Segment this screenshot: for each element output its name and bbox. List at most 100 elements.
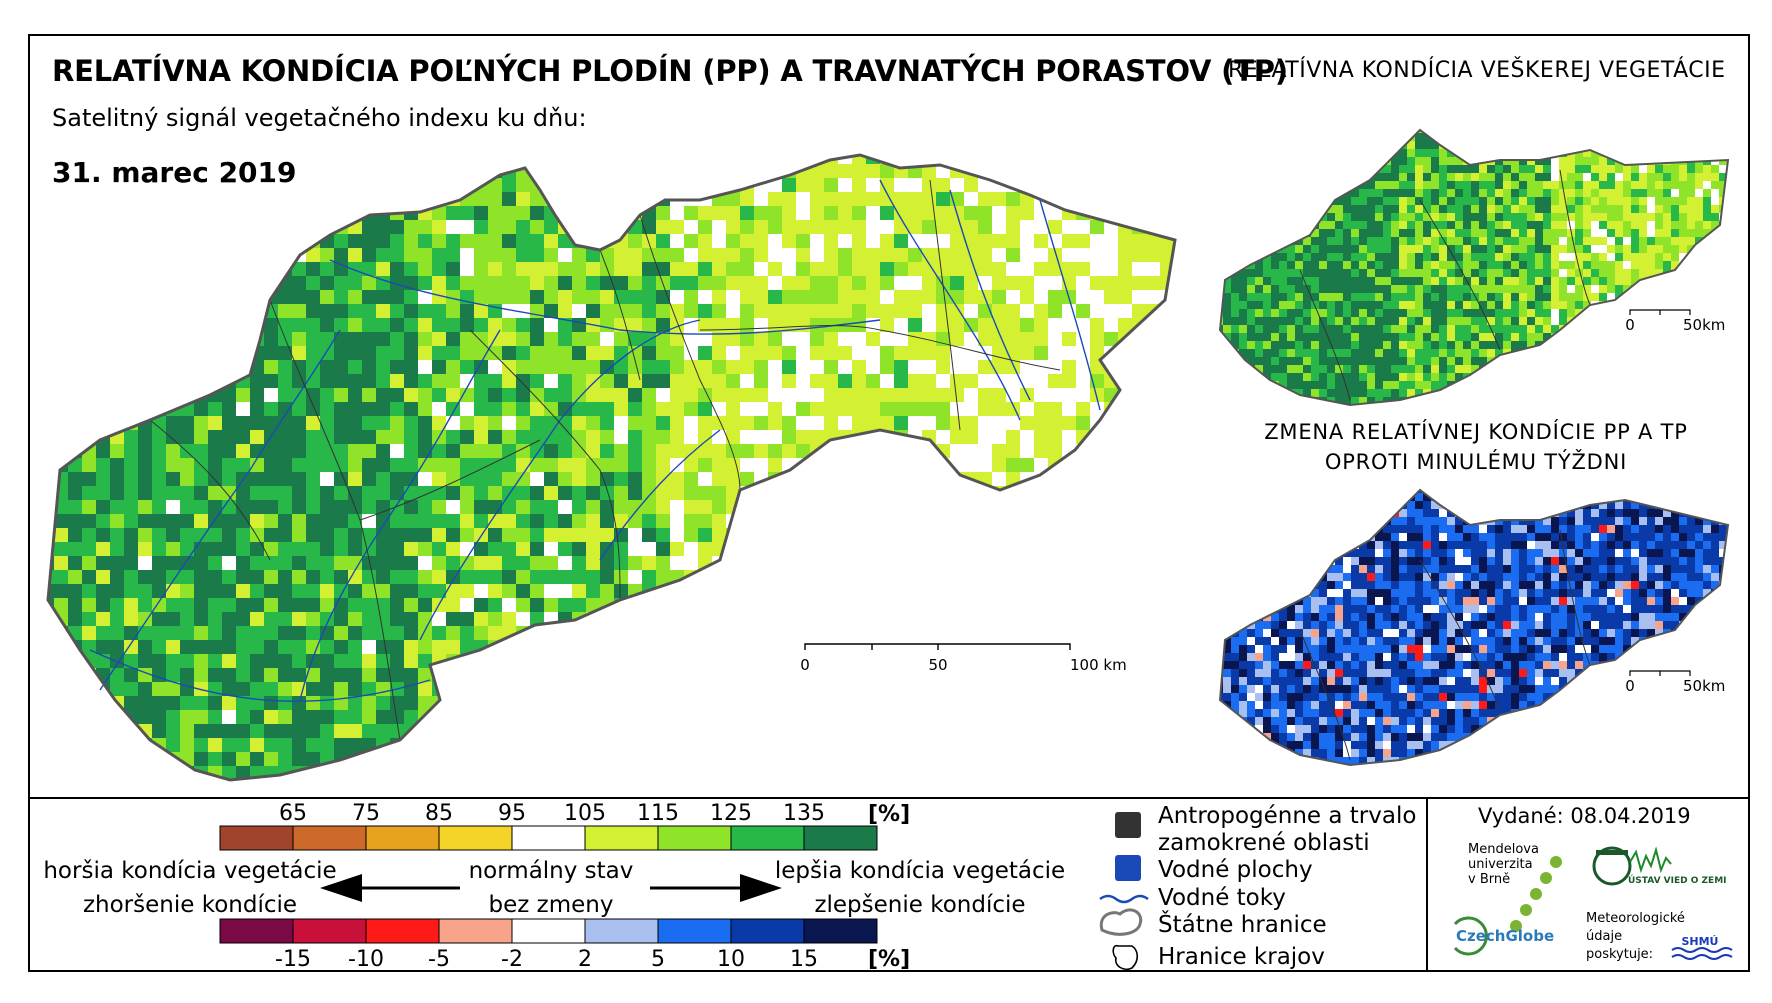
main-map-cell bbox=[936, 262, 950, 276]
main-map-cell bbox=[740, 220, 754, 234]
main-map-cell bbox=[894, 304, 908, 318]
main-map-cell bbox=[642, 234, 656, 248]
main-map-cell bbox=[1174, 248, 1175, 262]
main-map-cell bbox=[320, 416, 334, 430]
inset-vegetation-cell bbox=[1511, 181, 1519, 189]
main-map-cell bbox=[152, 332, 166, 346]
main-map-cell bbox=[502, 430, 516, 444]
main-map-cell bbox=[264, 752, 278, 766]
main-map-cell bbox=[992, 318, 1006, 332]
main-map-cell bbox=[922, 332, 936, 346]
main-map-cell bbox=[754, 696, 768, 710]
main-map-cell bbox=[628, 155, 642, 164]
inset-vegetation-cell bbox=[1271, 197, 1279, 205]
main-map-cell bbox=[572, 472, 586, 486]
main-map-cell bbox=[1020, 542, 1034, 556]
main-map-cell bbox=[474, 332, 488, 346]
main-map-cell bbox=[390, 360, 404, 374]
main-map-cell bbox=[362, 402, 376, 416]
main-map-cell bbox=[110, 780, 124, 794]
main-map-cell bbox=[1020, 220, 1034, 234]
main-map-cell bbox=[1118, 248, 1132, 262]
inset-vegetation-cell bbox=[1391, 165, 1399, 173]
main-map-cell bbox=[1090, 388, 1104, 402]
main-map-cell bbox=[572, 710, 586, 724]
main-map-cell bbox=[418, 626, 432, 640]
main-map-cell bbox=[544, 514, 558, 528]
inset-vegetation-cell bbox=[1335, 205, 1343, 213]
main-map-cell bbox=[418, 388, 432, 402]
main-map-cell bbox=[810, 724, 824, 738]
main-map-cell bbox=[376, 374, 390, 388]
main-map-cell bbox=[418, 220, 432, 234]
main-map-cell bbox=[810, 738, 824, 752]
main-map-cell bbox=[740, 430, 754, 444]
main-map-cell bbox=[404, 332, 418, 346]
main-map-cell bbox=[586, 528, 600, 542]
main-map-cell bbox=[488, 486, 502, 500]
inset-vegetation-cell bbox=[1615, 221, 1623, 229]
main-map-cell bbox=[572, 738, 586, 752]
inset-vegetation-cell bbox=[1527, 181, 1535, 189]
main-map-cell bbox=[502, 192, 516, 206]
main-map-cell bbox=[362, 472, 376, 486]
inset-vegetation-cell bbox=[1487, 149, 1495, 157]
main-map-cell bbox=[1062, 486, 1076, 500]
inset-vegetation-cell bbox=[1415, 269, 1423, 277]
main-map-cell bbox=[1160, 514, 1174, 528]
main-map-cell bbox=[1132, 640, 1146, 654]
main-map-cell bbox=[516, 402, 530, 416]
main-map-cell bbox=[194, 374, 208, 388]
main-map-cell bbox=[432, 290, 446, 304]
main-map-cell bbox=[250, 416, 264, 430]
main-map-cell bbox=[1146, 584, 1160, 598]
main-map-cell bbox=[1160, 206, 1174, 220]
main-map-cell bbox=[222, 682, 236, 696]
inset-vegetation-cell bbox=[1711, 165, 1719, 173]
inset-vegetation-cell bbox=[1495, 213, 1503, 221]
main-map-cell bbox=[852, 164, 866, 178]
main-map-cell bbox=[432, 318, 446, 332]
main-map-cell bbox=[1048, 388, 1062, 402]
main-map-cell bbox=[320, 486, 334, 500]
main-map-cell bbox=[194, 556, 208, 570]
main-map-cell bbox=[1104, 626, 1118, 640]
inset-vegetation-cell bbox=[1455, 261, 1463, 269]
main-map-cell bbox=[236, 206, 250, 220]
main-map-cell bbox=[180, 164, 194, 178]
main-map-cell bbox=[362, 430, 376, 444]
main-map-cell bbox=[390, 570, 404, 584]
main-map-cell bbox=[572, 318, 586, 332]
main-map-cell bbox=[1118, 444, 1132, 458]
inset-vegetation-cell bbox=[1383, 133, 1391, 141]
main-map-cell bbox=[824, 276, 838, 290]
main-map-cell bbox=[866, 444, 880, 458]
main-map-cell bbox=[124, 388, 138, 402]
main-map-cell bbox=[614, 640, 628, 654]
inset-vegetation-cell bbox=[1567, 205, 1575, 213]
main-map-cell bbox=[558, 724, 572, 738]
main-map-cell bbox=[306, 206, 320, 220]
main-map-cell bbox=[754, 248, 768, 262]
main-map-cell bbox=[754, 556, 768, 570]
main-map-cell bbox=[558, 402, 572, 416]
inset-vegetation-cell bbox=[1719, 261, 1727, 269]
main-map-cell bbox=[194, 486, 208, 500]
main-map-cell bbox=[726, 486, 740, 500]
main-map-cell bbox=[334, 458, 348, 472]
inset-vegetation-cell bbox=[1295, 141, 1303, 149]
main-map-cell bbox=[208, 416, 222, 430]
inset-vegetation-cell bbox=[1359, 229, 1367, 237]
inset-vegetation-cell bbox=[1511, 141, 1519, 149]
main-map-cell bbox=[516, 752, 530, 766]
main-map-cell bbox=[614, 360, 628, 374]
inset-vegetation-cell bbox=[1647, 133, 1655, 141]
main-map-cell bbox=[376, 192, 390, 206]
inset-vegetation-cell bbox=[1455, 269, 1463, 277]
main-map-cell bbox=[1020, 332, 1034, 346]
main-map-cell bbox=[572, 640, 586, 654]
main-map-cell bbox=[278, 654, 292, 668]
inset-vegetation-cell bbox=[1543, 157, 1551, 165]
inset-vegetation-cell bbox=[1615, 173, 1623, 181]
main-map-cell bbox=[656, 626, 670, 640]
